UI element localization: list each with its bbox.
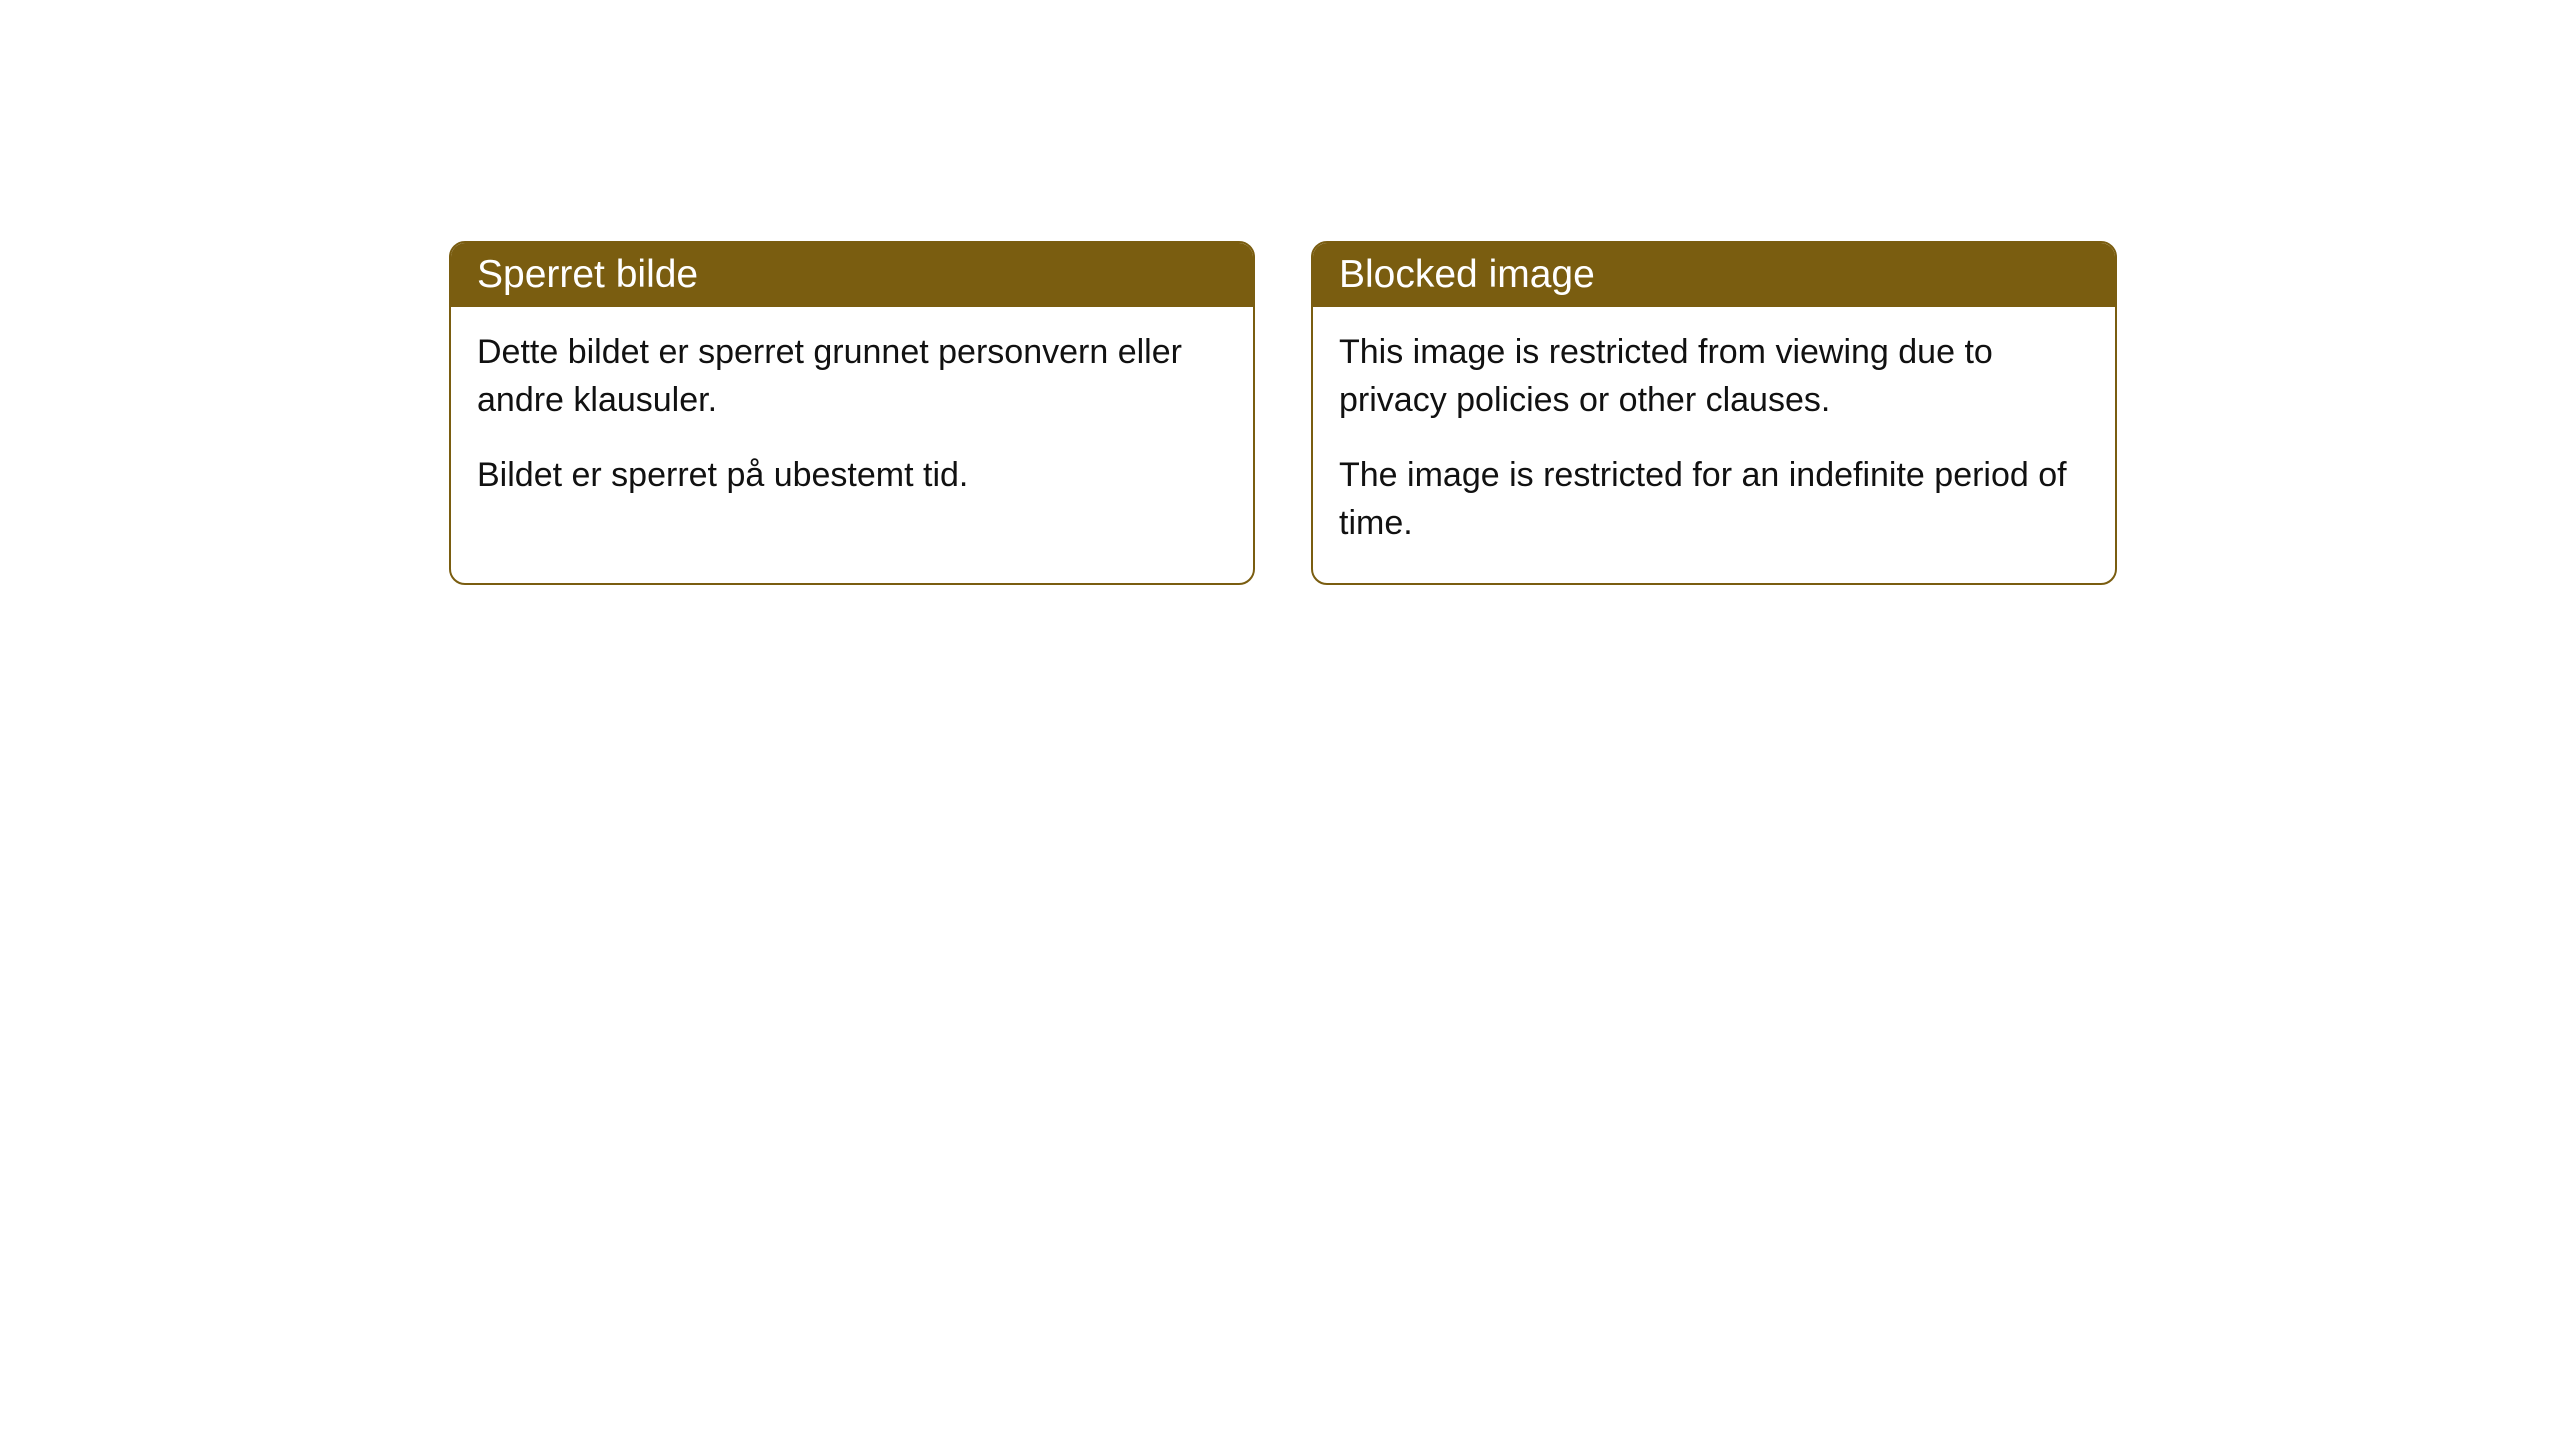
card-header: Sperret bilde — [451, 243, 1253, 307]
card-title: Blocked image — [1339, 253, 1595, 296]
card-paragraph: Dette bildet er sperret grunnet personve… — [477, 329, 1227, 424]
card-paragraph: This image is restricted from viewing du… — [1339, 329, 2089, 424]
cards-container: Sperret bilde Dette bildet er sperret gr… — [449, 241, 2117, 585]
blocked-image-card-norwegian: Sperret bilde Dette bildet er sperret gr… — [449, 241, 1255, 585]
card-body: Dette bildet er sperret grunnet personve… — [451, 307, 1253, 536]
card-title: Sperret bilde — [477, 253, 698, 296]
card-paragraph: The image is restricted for an indefinit… — [1339, 452, 2089, 547]
card-header: Blocked image — [1313, 243, 2115, 307]
card-body: This image is restricted from viewing du… — [1313, 307, 2115, 583]
card-paragraph: Bildet er sperret på ubestemt tid. — [477, 452, 1227, 500]
blocked-image-card-english: Blocked image This image is restricted f… — [1311, 241, 2117, 585]
